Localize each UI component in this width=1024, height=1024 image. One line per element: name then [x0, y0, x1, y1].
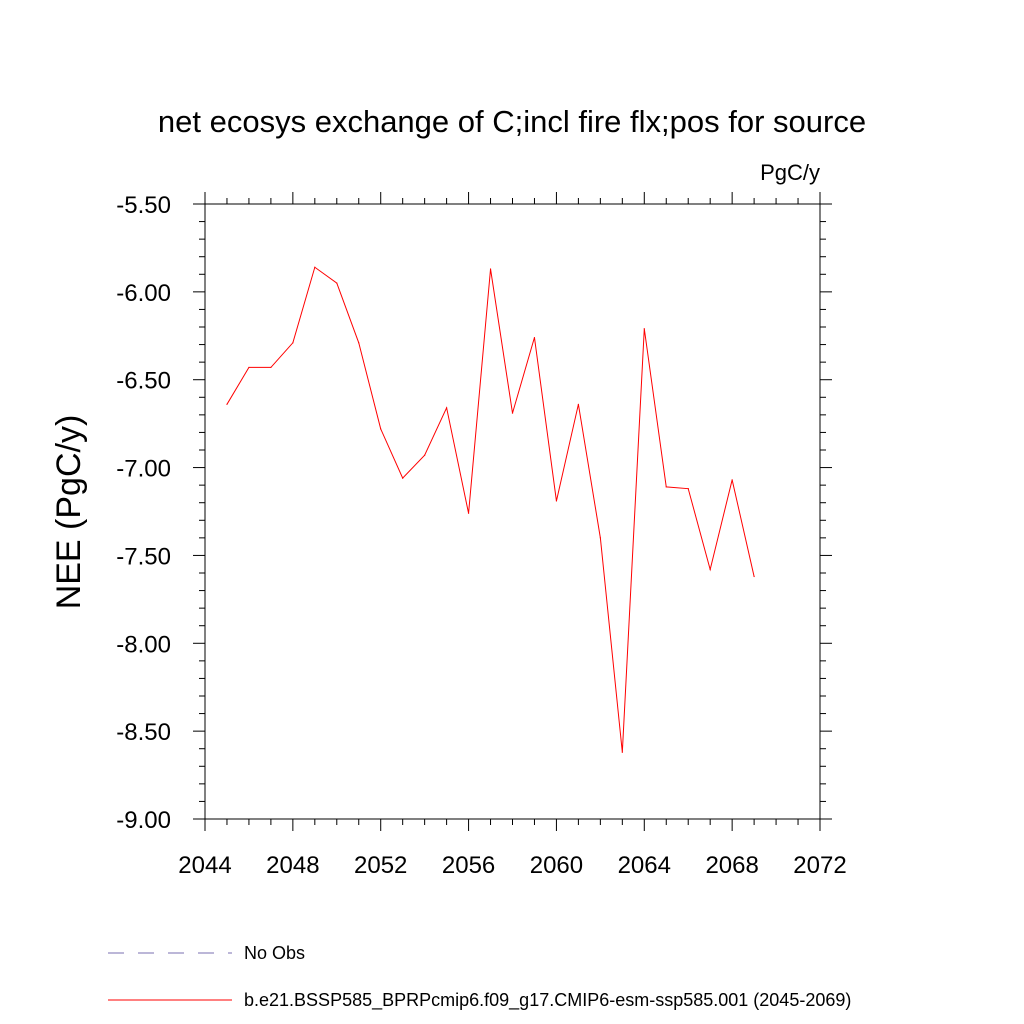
data-point [336, 282, 338, 284]
data-point [270, 366, 272, 369]
data-point [467, 512, 470, 514]
data-point [402, 477, 404, 479]
series-layer [226, 266, 755, 753]
legend-label: b.e21.BSSP585_BPRPcmip6.f09_g17.CMIP6-es… [244, 990, 851, 1011]
x-tick-label: 2072 [793, 852, 846, 879]
y-tick-label: -8.00 [116, 631, 171, 658]
series-line [226, 266, 755, 753]
data-point [380, 428, 382, 430]
x-tick-label: 2064 [618, 852, 671, 879]
y-tick-label: -6.00 [116, 280, 171, 307]
data-point [731, 479, 733, 481]
data-point [533, 336, 536, 339]
legend: No Obs b.e21.BSSP585_BPRPcmip6.f09_g17.CM… [108, 943, 851, 1011]
data-point [226, 403, 228, 405]
y-tick-label: -9.00 [116, 807, 171, 834]
data-point [599, 537, 601, 539]
x-tick-label: 2060 [530, 852, 583, 879]
data-point [511, 412, 514, 414]
data-point [577, 403, 579, 405]
units-label: PgC/y [760, 160, 820, 185]
y-axis-label: NEE (PgC/y) [50, 415, 88, 610]
x-tick-label: 2052 [354, 852, 407, 879]
data-point [643, 328, 645, 330]
data-point [446, 407, 448, 409]
chart-title: net ecosys exchange of C;incl fire flx;p… [158, 104, 866, 139]
x-tick-label: 2048 [266, 852, 319, 879]
x-tick-label: 2068 [705, 852, 758, 879]
legend-label: No Obs [244, 943, 305, 963]
y-tick-label: -8.50 [116, 719, 171, 746]
x-tick-label: 2056 [442, 852, 495, 879]
y-axis-ticks: -9.00 -8.50 -8.00 -7.50 -7.00 -6.50 -6.00 -5.50 [116, 192, 832, 834]
y-tick-label: -6.50 [116, 368, 171, 395]
data-point [314, 266, 316, 268]
y-tick-label: -5.50 [116, 192, 171, 219]
y-tick-label: -7.00 [116, 456, 171, 483]
data-point [687, 488, 689, 490]
data-point [424, 454, 426, 456]
y-tick-label: -7.50 [116, 543, 171, 570]
data-point [489, 268, 492, 270]
x-axis-ticks: 2044 2048 2052 2056 2060 2064 2068 2072 [178, 192, 847, 879]
data-point [248, 366, 250, 369]
data-point [358, 342, 360, 344]
data-point [709, 568, 711, 571]
plot-frame [204, 203, 821, 820]
data-point [753, 575, 755, 578]
x-tick-label: 2044 [178, 852, 231, 879]
data-point [292, 342, 294, 344]
data-point [555, 500, 558, 502]
data-point [621, 751, 623, 753]
data-point [665, 486, 667, 488]
